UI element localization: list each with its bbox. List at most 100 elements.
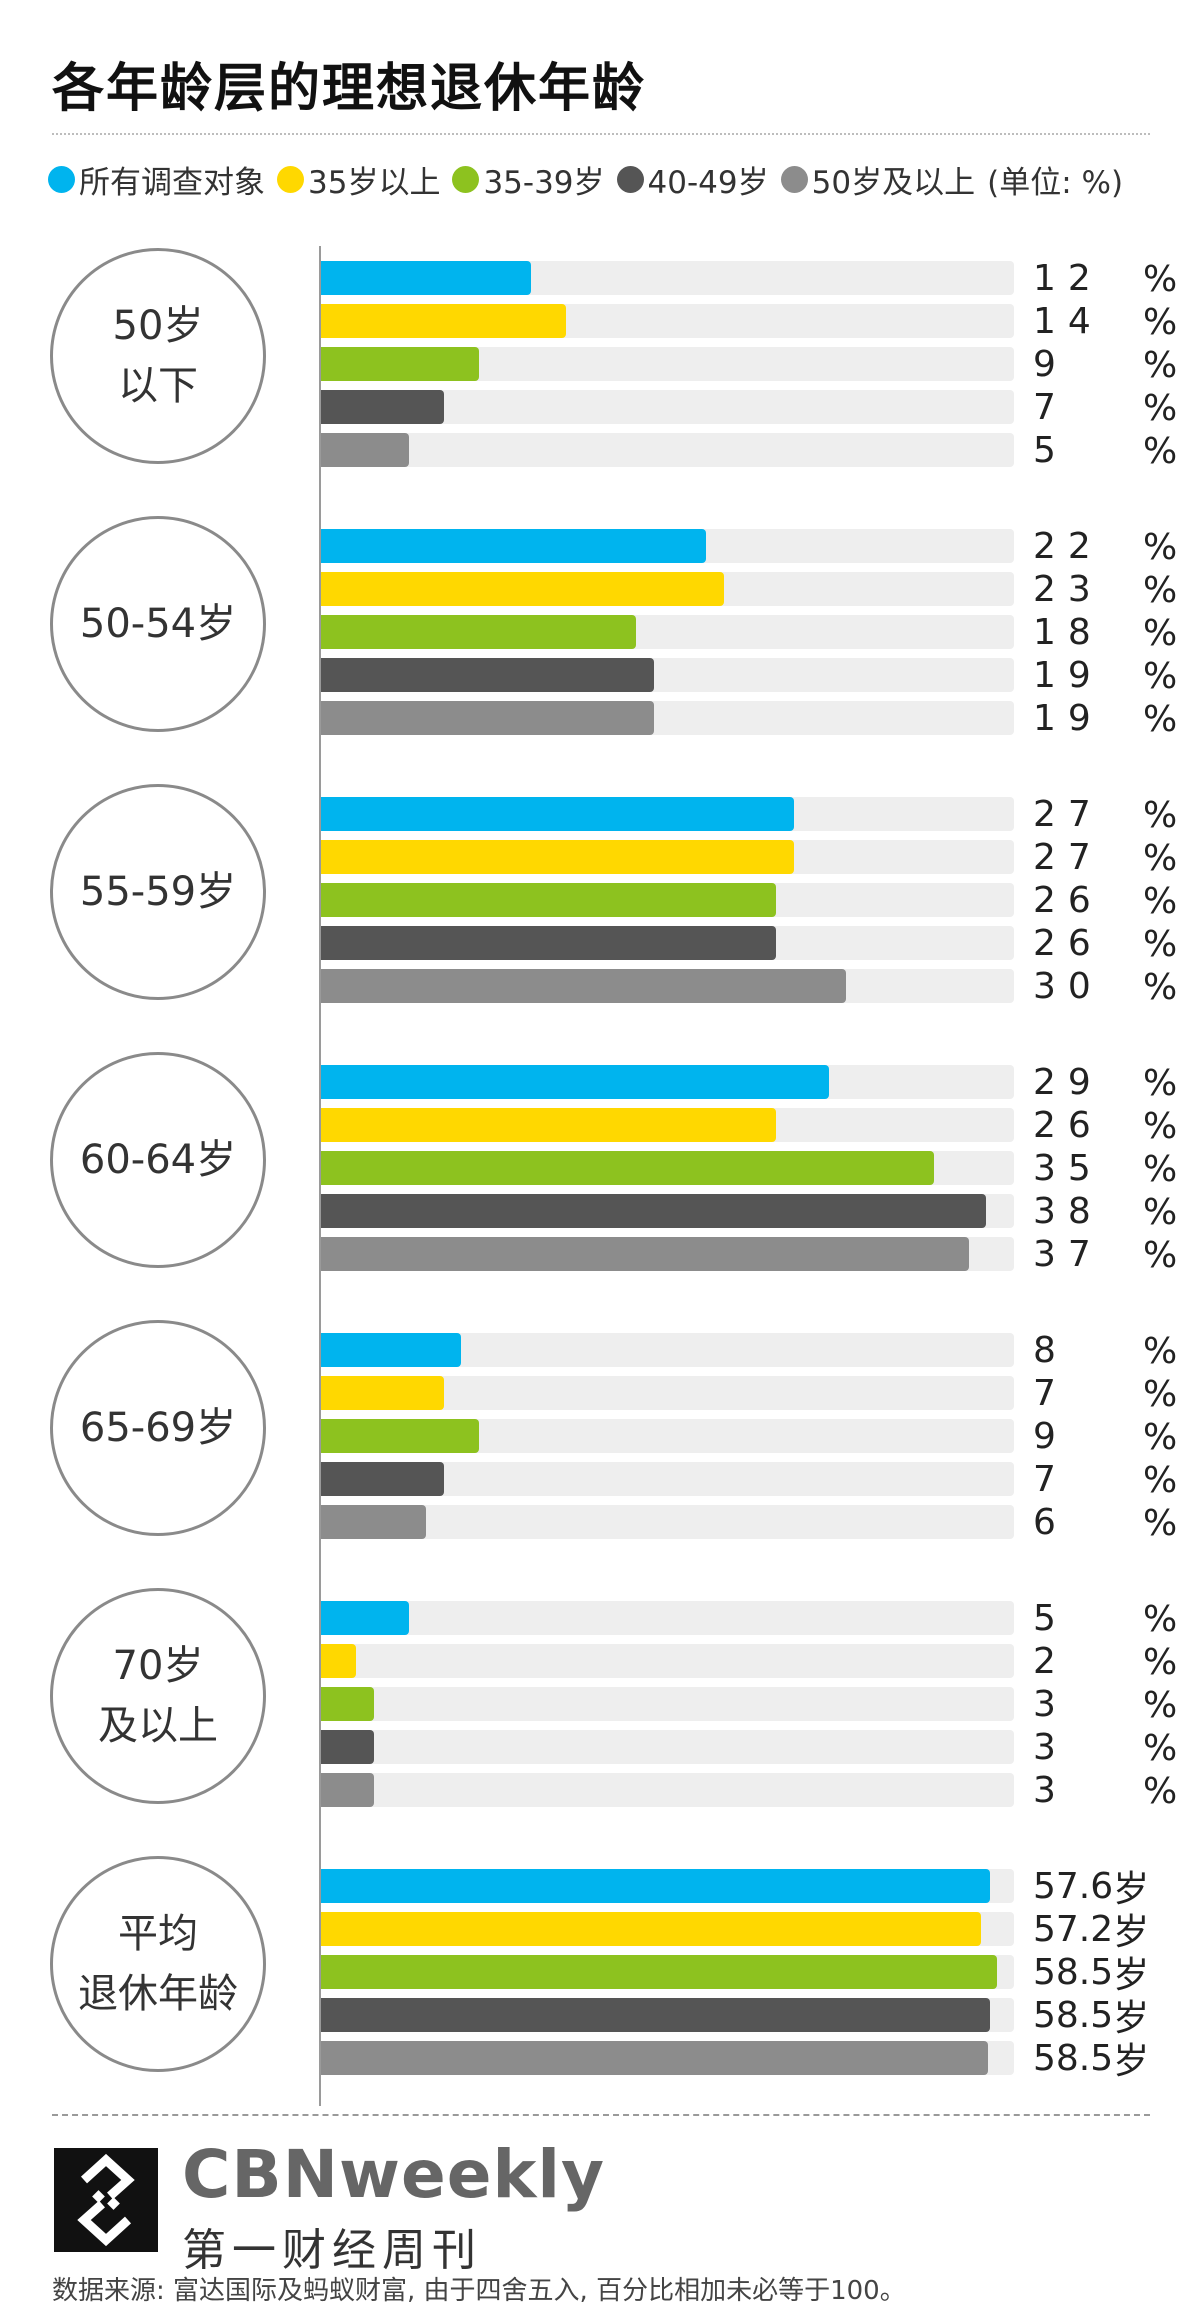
category-circle: 55-59岁 (50, 784, 266, 1000)
legend-swatch (48, 165, 75, 193)
bar-track (321, 304, 1014, 338)
value-number: 57.6 (1033, 1865, 1114, 1907)
value-number: 29 (1033, 1061, 1103, 1103)
value-number: 58.5 (1033, 2037, 1114, 2079)
value-unit: % (1143, 388, 1178, 429)
value-label: 35% (1033, 1147, 1198, 1191)
category-group: 50-54岁 22% 23% 18% 19% 19% (0, 514, 1200, 744)
bar-row: 5% (321, 1598, 1191, 1640)
value-number: 38 (1033, 1190, 1103, 1232)
category-circle: 65-69岁 (50, 1320, 266, 1536)
bar (321, 390, 444, 424)
value-number: 37 (1033, 1233, 1103, 1275)
bar-track (321, 840, 1014, 874)
value-label: 38% (1033, 1190, 1198, 1234)
category-group: 70岁 及以上 5% 2% 3% 3% 3% (0, 1586, 1200, 1816)
value-unit: % (1143, 1192, 1178, 1233)
bar-track (321, 1376, 1014, 1410)
value-label: 58.5 岁 (1033, 1994, 1198, 2040)
bar (321, 1108, 776, 1142)
bar-row: 26% (321, 1105, 1191, 1147)
bar (321, 1505, 426, 1539)
bar-track (321, 1462, 1014, 1496)
bar-track (321, 1869, 1014, 1903)
bar-row: 58.5 岁 (321, 2038, 1191, 2082)
bar-row: 27% (321, 837, 1191, 879)
bar-row: 3% (321, 1770, 1191, 1812)
value-number: 19 (1033, 697, 1103, 739)
value-label: 3% (1033, 1726, 1198, 1770)
category-circle: 50-54岁 (50, 516, 266, 732)
bar-row: 9% (321, 1416, 1191, 1458)
value-label: 9% (1033, 343, 1198, 387)
bar-track (321, 1955, 1014, 1989)
legend-label: 35-39岁 (483, 164, 605, 201)
bar-track (321, 1644, 1014, 1678)
bar-track (321, 615, 1014, 649)
bar-track (321, 1687, 1014, 1721)
bar (321, 1998, 990, 2032)
bar (321, 615, 636, 649)
value-number: 26 (1033, 879, 1103, 921)
value-number: 5 (1033, 1597, 1068, 1639)
source-note: 数据来源: 富达国际及蚂蚁财富, 由于四舍五入, 百分比相加未必等于100。 (52, 2276, 906, 2306)
category-group: 55-59岁 27% 27% 26% 26% 30% (0, 782, 1200, 1012)
category-label: 55-59岁 (79, 869, 237, 915)
bar-row: 30% (321, 966, 1191, 1008)
value-unit: 岁 (1113, 1998, 1150, 2039)
category-circle: 60-64岁 (50, 1052, 266, 1268)
legend-label: 所有调查对象 (79, 164, 265, 201)
category-circle: 平均 退休年龄 (50, 1856, 266, 2072)
value-unit: % (1143, 1460, 1178, 1501)
bar-row: 7% (321, 387, 1191, 429)
value-label: 7% (1033, 386, 1198, 430)
bar-track (321, 347, 1014, 381)
value-number: 8 (1033, 1329, 1068, 1371)
bar-row: 29% (321, 1062, 1191, 1104)
bar (321, 1730, 374, 1764)
value-label: 7% (1033, 1458, 1198, 1502)
bar-row: 38% (321, 1191, 1191, 1233)
value-unit: % (1143, 1599, 1178, 1640)
value-number: 22 (1033, 525, 1103, 567)
value-label: 37% (1033, 1233, 1198, 1277)
logo-wordmark: CBNweekly (182, 2136, 606, 2213)
value-label: 5% (1033, 1597, 1198, 1641)
value-unit: % (1143, 345, 1178, 386)
category-label: 50岁 以下 (112, 303, 204, 409)
legend-item: 所有调查对象 (48, 157, 265, 202)
bar-track (321, 969, 1014, 1003)
value-label: 18% (1033, 611, 1198, 655)
bar-track (321, 529, 1014, 563)
legend-swatch (277, 165, 304, 193)
bar-track (321, 1419, 1014, 1453)
bar-row: 23% (321, 569, 1191, 611)
cbn-logo-icon (54, 2148, 158, 2252)
category-group: 65-69岁 8% 7% 9% 7% 6% (0, 1318, 1200, 1548)
value-label: 30% (1033, 965, 1198, 1009)
bar-track (321, 1237, 1014, 1271)
value-unit: % (1143, 881, 1178, 922)
value-number: 19 (1033, 654, 1103, 696)
value-number: 7 (1033, 1372, 1068, 1414)
value-number: 2 (1033, 1640, 1068, 1682)
bar-track (321, 572, 1014, 606)
value-unit: % (1143, 570, 1178, 611)
bar-row: 18% (321, 612, 1191, 654)
value-label: 14% (1033, 300, 1198, 344)
value-unit: % (1143, 1771, 1178, 1812)
bar (321, 2041, 989, 2075)
value-label: 6% (1033, 1501, 1198, 1545)
value-label: 58.5 岁 (1033, 1951, 1198, 1997)
title-divider (52, 133, 1150, 135)
bar (321, 969, 846, 1003)
bar-track (321, 658, 1014, 692)
value-label: 12% (1033, 257, 1198, 301)
bar (321, 572, 724, 606)
bar (321, 797, 794, 831)
bar (321, 1687, 374, 1721)
bar-row: 8% (321, 1330, 1191, 1372)
value-label: 58.5 岁 (1033, 2037, 1198, 2083)
legend-item: 40-49岁 (616, 157, 769, 202)
bar (321, 883, 776, 917)
